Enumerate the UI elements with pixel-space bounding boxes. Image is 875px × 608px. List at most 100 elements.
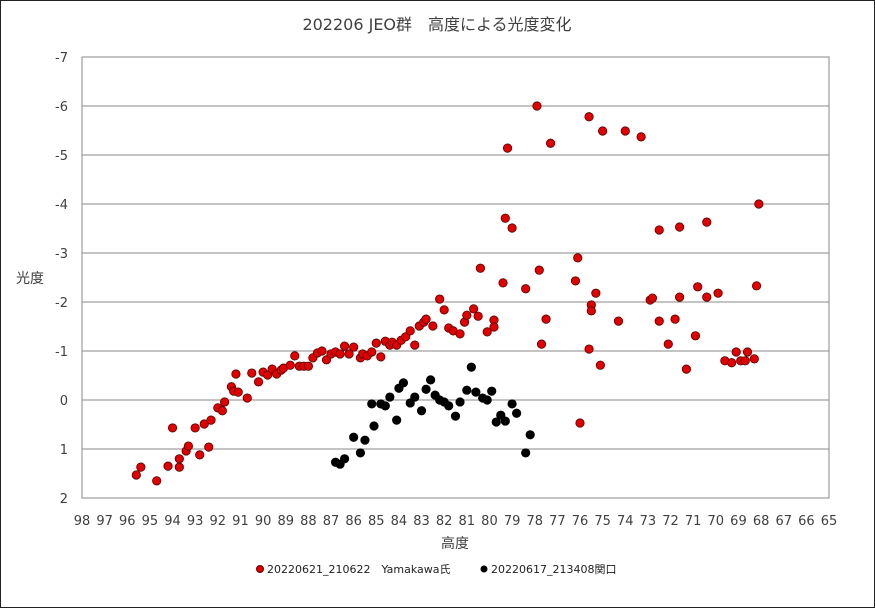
- data-point-yamakawa: [740, 356, 750, 366]
- y-tick-labels: -7 -6 -5 -4 -3 -2 -1 0 1 2: [55, 51, 68, 507]
- data-point-yamakawa: [500, 213, 510, 223]
- data-point-yamakawa: [473, 311, 483, 321]
- data-point-sekiguchi: [369, 421, 379, 431]
- y-tick-label: -7: [55, 51, 68, 66]
- data-point-yamakawa: [620, 126, 630, 136]
- data-point-yamakawa: [167, 423, 178, 433]
- data-point-yamakawa: [339, 341, 350, 351]
- x-tick-label: 88: [300, 514, 317, 529]
- data-point-yamakawa: [654, 225, 664, 235]
- plot-area: [81, 56, 830, 499]
- data-point-sekiguchi: [380, 401, 390, 411]
- data-point-sekiguchi: [507, 399, 517, 409]
- x-tick-label: 82: [436, 514, 453, 529]
- x-tick-label: 70: [708, 514, 725, 529]
- x-tick-label: 86: [345, 514, 362, 529]
- data-point-sekiguchi: [421, 384, 431, 394]
- data-point-sekiguchi: [500, 416, 510, 426]
- data-point-yamakawa: [507, 223, 517, 233]
- data-point-yamakawa: [742, 347, 753, 357]
- x-tick-label: 81: [459, 514, 476, 529]
- data-point-sekiguchi: [471, 387, 481, 397]
- data-point-yamakawa: [693, 282, 703, 292]
- data-point-yamakawa: [317, 346, 327, 356]
- data-point-yamakawa: [247, 368, 257, 378]
- y-tick-label: -4: [55, 198, 68, 213]
- data-point-yamakawa: [521, 284, 531, 294]
- data-point-sekiguchi: [482, 395, 492, 405]
- data-point-yamakawa: [613, 316, 624, 326]
- data-point-yamakawa: [231, 369, 241, 379]
- data-point-yamakawa: [731, 347, 741, 357]
- data-point-sekiguchi: [349, 432, 359, 442]
- data-point-yamakawa: [371, 338, 381, 348]
- data-point-yamakawa: [489, 322, 499, 332]
- x-tick-label: 76: [572, 514, 589, 529]
- x-tick-label: 87: [323, 514, 340, 529]
- data-point-yamakawa: [647, 293, 658, 303]
- x-tick-label: 69: [730, 514, 747, 529]
- data-point-yamakawa: [131, 470, 141, 480]
- x-tick-label: 83: [413, 514, 430, 529]
- data-point-yamakawa: [285, 360, 295, 370]
- data-points: [131, 101, 764, 486]
- data-point-yamakawa: [349, 342, 359, 352]
- x-tick-label: 67: [775, 514, 792, 529]
- data-point-yamakawa: [681, 364, 691, 374]
- data-point-sekiguchi: [450, 411, 461, 421]
- data-point-sekiguchi: [466, 362, 476, 372]
- data-point-yamakawa: [670, 314, 680, 324]
- data-point-yamakawa: [584, 112, 594, 122]
- data-point-yamakawa: [199, 419, 209, 429]
- x-tick-label: 80: [481, 514, 498, 529]
- data-point-yamakawa: [217, 406, 227, 416]
- data-point-yamakawa: [584, 344, 594, 354]
- data-point-yamakawa: [462, 310, 472, 320]
- data-point-sekiguchi: [444, 401, 454, 411]
- data-point-yamakawa: [233, 387, 243, 397]
- data-point-sekiguchi: [339, 454, 350, 464]
- data-point-sekiguchi: [512, 408, 522, 418]
- x-tick-label: 65: [821, 514, 838, 529]
- x-tick-label: 74: [617, 514, 634, 529]
- data-point-yamakawa: [439, 305, 449, 315]
- data-point-sekiguchi: [487, 386, 497, 396]
- data-point-sekiguchi: [521, 448, 531, 458]
- data-point-yamakawa: [242, 393, 252, 403]
- y-tick-label: -1: [55, 345, 68, 360]
- x-tick-label: 93: [187, 514, 204, 529]
- x-tick-label: 91: [232, 514, 249, 529]
- data-point-yamakawa: [344, 349, 354, 359]
- data-point-yamakawa: [428, 321, 438, 331]
- x-tick-label: 75: [594, 514, 611, 529]
- x-tick-label: 98: [74, 514, 91, 529]
- y-tick-label: -5: [55, 149, 68, 164]
- data-point-yamakawa: [751, 281, 762, 291]
- x-tick-label: 77: [549, 514, 566, 529]
- data-point-yamakawa: [586, 306, 596, 316]
- data-point-yamakawa: [636, 132, 646, 142]
- chart-title: 202206 JEO群 高度による光度変化: [302, 15, 571, 34]
- data-point-yamakawa: [702, 292, 712, 302]
- data-point-yamakawa: [435, 294, 445, 304]
- x-tick-label: 71: [685, 514, 702, 529]
- data-point-yamakawa: [570, 276, 581, 286]
- data-point-yamakawa: [206, 415, 216, 425]
- x-tick-label: 84: [391, 514, 408, 529]
- data-point-sekiguchi: [360, 435, 370, 445]
- data-point-sekiguchi: [425, 375, 436, 385]
- data-point-yamakawa: [475, 263, 485, 273]
- data-point-yamakawa: [405, 326, 415, 336]
- x-tick-label: 85: [368, 514, 385, 529]
- data-point-sekiguchi: [392, 415, 402, 425]
- data-point-yamakawa: [290, 351, 300, 361]
- y-tick-label: 0: [60, 394, 68, 409]
- data-point-yamakawa: [303, 361, 313, 371]
- y-tick-label: 2: [60, 492, 68, 507]
- y-tick-label: -2: [55, 296, 68, 311]
- data-point-yamakawa: [713, 288, 723, 298]
- data-point-yamakawa: [502, 143, 513, 153]
- x-axis-label: 高度: [441, 535, 469, 552]
- data-point-yamakawa: [702, 217, 712, 227]
